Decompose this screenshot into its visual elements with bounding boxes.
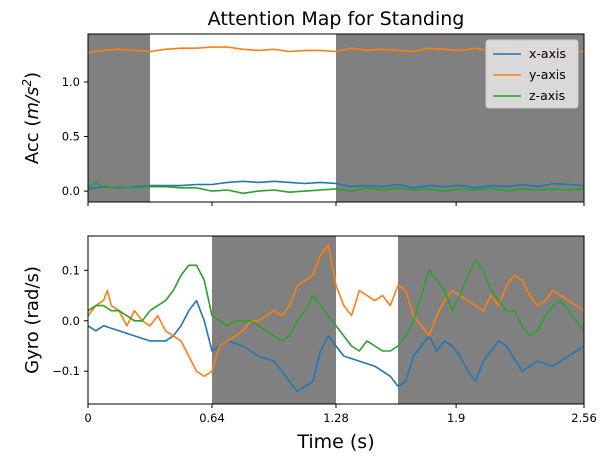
acc-ylabel-suffix: ): [22, 72, 43, 79]
x-tick-label: 0: [84, 411, 91, 425]
acc-y-tick-label: 0.0: [62, 184, 80, 198]
gyro-series-x: [88, 299, 584, 393]
x-tick-label: 2.56: [571, 411, 597, 425]
acc-series-z: [88, 180, 584, 195]
gyro-y-axis-label: Gyro (rad/s): [22, 266, 43, 374]
legend-label-y: y-axis: [529, 67, 566, 82]
acc-ylabel-prefix: Acc (: [22, 120, 43, 165]
gyro-y-ticks: 0.1 0.0 −0.1: [52, 263, 88, 378]
gyro-y-tick-label: 0.1: [62, 263, 80, 277]
gyro-y-tick-label: −0.1: [52, 364, 80, 378]
acc-ylabel-exponent: 2: [20, 79, 34, 87]
gyro-panel: 0.1 0.0 −0.1 0 0.64 1.28 1.9 2.56 Gyro (rad/s): [22, 235, 597, 425]
acc-panel: 0.0 0.5 1.0 Acc (m/s2) x-axis y-axis z-axi…: [20, 33, 585, 206]
x-tick-label: 1.9: [447, 411, 465, 425]
legend-label-z: z-axis: [529, 88, 565, 103]
gyro-attention-highlights: [212, 236, 584, 404]
legend-label-x: x-axis: [529, 46, 566, 61]
gyro-highlight-band: [398, 236, 584, 404]
x-tick-label: 1.28: [323, 411, 349, 425]
acc-highlight-band: [88, 34, 150, 202]
gyro-series-z: [88, 259, 584, 352]
chart-title: Attention Map for Standing: [208, 8, 465, 30]
gyro-y-tick-label: 0.0: [62, 314, 80, 328]
x-tick-label: 0.64: [199, 411, 225, 425]
acc-y-ticks: 0.0 0.5 1.0: [62, 75, 88, 198]
acc-ylabel-unit: m/s: [22, 87, 43, 120]
acc-y-tick-label: 0.5: [62, 130, 80, 144]
gyro-x-ticks: 0 0.64 1.28 1.9 2.56: [84, 404, 597, 425]
acc-y-tick-label: 1.0: [62, 75, 80, 89]
legend-box: [485, 39, 579, 109]
acc-y-axis-label: Acc (m/s2): [20, 72, 43, 164]
gyro-highlight-band: [212, 236, 336, 404]
acc-x-ticks: [87, 202, 585, 206]
gyro-series-lines: [88, 244, 584, 393]
x-axis-label: Time (s): [296, 431, 374, 453]
acc-legend: x-axis y-axis z-axis: [485, 39, 579, 109]
acc-series-x: [88, 180, 584, 190]
